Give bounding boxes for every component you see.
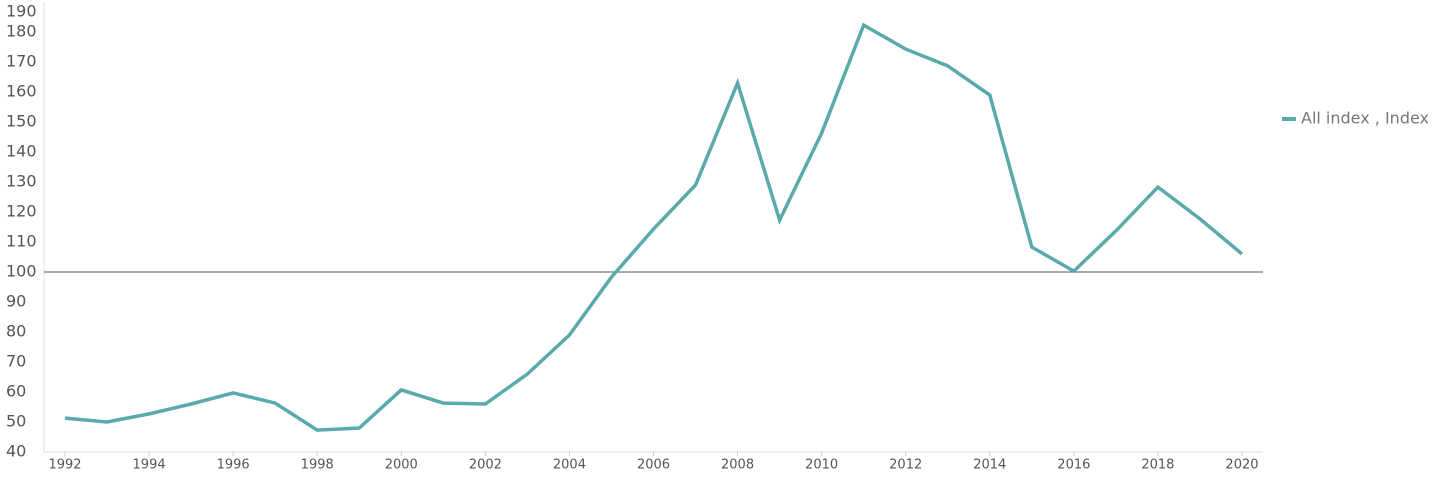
x-tick-label: 2010	[805, 458, 838, 473]
x-tick-label: 2004	[553, 458, 586, 473]
y-tick-label: 130	[6, 172, 37, 191]
x-tick-label: 2008	[721, 458, 754, 473]
x-tick-label: 1994	[133, 458, 166, 473]
x-tick-label: 2016	[1057, 458, 1090, 473]
y-tick-label: 160	[6, 82, 37, 101]
series-line	[64, 22, 1244, 432]
y-tick-label: 150	[6, 112, 37, 131]
y-tick-label: 140	[6, 142, 37, 161]
y-tick-label: 70	[6, 352, 26, 371]
y-tick-label: 50	[6, 412, 26, 431]
x-tick-label: 2000	[385, 458, 418, 473]
y-tick-label: 190	[6, 2, 37, 21]
x-tick-label: 1996	[217, 458, 250, 473]
x-tick-label: 2014	[973, 458, 1006, 473]
y-tick-label: 170	[6, 52, 37, 71]
y-tick-label: 90	[6, 292, 26, 311]
x-tick-label: 1992	[48, 458, 81, 473]
y-tick-label: 100	[6, 262, 37, 281]
y-tick-label: 40	[6, 442, 26, 461]
y-tick-label: 180	[6, 22, 37, 41]
y-tick-label: 110	[6, 232, 37, 251]
legend-label: All index , Index	[1301, 109, 1429, 128]
x-tick-label: 2018	[1141, 458, 1174, 473]
x-tick-label: 2006	[637, 458, 670, 473]
y-tick-label: 60	[6, 382, 26, 401]
y-tick-label: 80	[6, 322, 26, 341]
x-tick-label: 2020	[1225, 458, 1258, 473]
x-tick-label: 2002	[469, 458, 502, 473]
x-tick-label: 1998	[301, 458, 334, 473]
x-tick-label: 2012	[889, 458, 922, 473]
y-tick-label: 120	[6, 202, 37, 221]
